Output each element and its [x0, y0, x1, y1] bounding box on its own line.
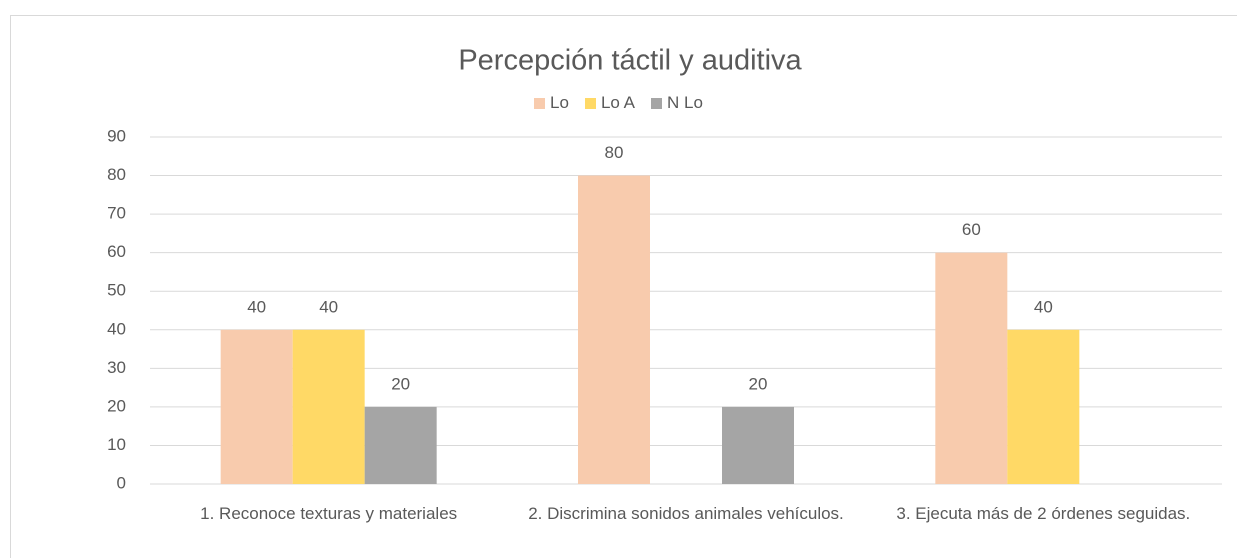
data-label: 40	[1034, 297, 1053, 316]
legend-label: Lo	[550, 93, 569, 112]
y-tick-label: 30	[107, 358, 126, 377]
bar	[1007, 329, 1080, 484]
y-tick-label: 0	[117, 473, 126, 492]
y-tick-label: 40	[107, 319, 126, 338]
y-tick-label: 90	[107, 126, 126, 145]
y-tick-label: 10	[107, 435, 126, 454]
y-tick-label: 60	[107, 242, 126, 261]
y-tick-label: 70	[107, 204, 126, 223]
legend-label: N Lo	[667, 93, 703, 112]
y-tick-label: 50	[107, 281, 126, 300]
data-label: 80	[605, 143, 624, 162]
legend-item: Lo A	[584, 93, 636, 113]
chart-title: Percepción táctil y auditiva	[458, 45, 802, 77]
bar	[220, 329, 293, 484]
legend: Lo Lo A N Lo	[0, 93, 1237, 113]
legend-swatch	[651, 97, 663, 109]
legend-item: N Lo	[651, 93, 703, 113]
data-label: 60	[962, 220, 981, 239]
bar	[935, 252, 1008, 484]
data-label: 40	[247, 297, 266, 316]
bar	[722, 406, 794, 484]
legend-item: Lo	[534, 93, 569, 113]
legend-swatch	[534, 97, 546, 109]
bar	[292, 329, 365, 484]
chart-border	[10, 15, 1237, 558]
data-label: 20	[749, 374, 768, 393]
data-label: 40	[319, 297, 338, 316]
x-tick-label: 3. Ejecuta más de 2 órdenes seguidas.	[896, 504, 1191, 523]
legend-swatch	[584, 97, 596, 109]
x-tick-label: 2. Discrimina sonidos animales vehículos…	[528, 504, 844, 523]
x-tick-label: 1. Reconoce texturas y materiales	[200, 504, 458, 523]
y-tick-label: 20	[107, 396, 126, 415]
bar	[364, 406, 437, 484]
bar	[578, 175, 650, 485]
legend-label: Lo A	[600, 93, 636, 112]
y-tick-label: 80	[107, 165, 126, 184]
data-label: 20	[391, 374, 410, 393]
